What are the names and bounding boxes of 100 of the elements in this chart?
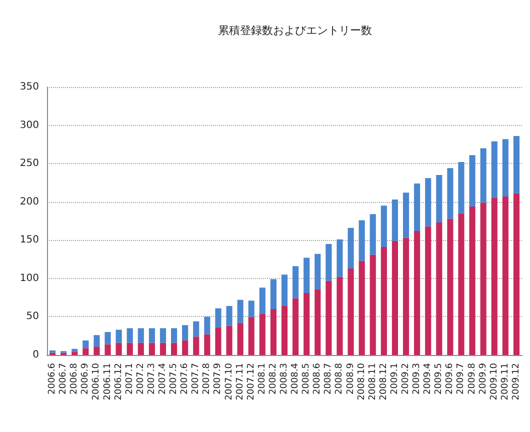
bar bbox=[502, 139, 508, 196]
bar bbox=[182, 325, 188, 340]
chart-title: 累積登録数およびエントリー数 bbox=[218, 24, 372, 37]
x-tick-label: 2009.3 bbox=[412, 363, 422, 394]
bar bbox=[204, 316, 210, 334]
x-tick-label: 2008.7 bbox=[324, 363, 334, 394]
bar bbox=[326, 280, 332, 355]
bar bbox=[226, 326, 232, 355]
bar bbox=[502, 196, 508, 355]
x-tick-label: 2009.5 bbox=[434, 363, 444, 394]
bar bbox=[314, 289, 321, 355]
y-tick-label: 300 bbox=[20, 120, 39, 131]
bar bbox=[491, 141, 498, 198]
bar bbox=[215, 308, 222, 328]
bar bbox=[436, 175, 442, 223]
x-tick-label: 2008.9 bbox=[346, 362, 356, 394]
x-tick-label: 2006.7 bbox=[58, 363, 69, 394]
y-tick-label: 0 bbox=[32, 350, 39, 360]
x-tick-label: 2009.12 bbox=[511, 363, 522, 400]
bar bbox=[116, 342, 122, 355]
bar bbox=[292, 266, 299, 298]
x-tick-label: 2008.10 bbox=[356, 362, 367, 400]
x-tick-label: 2008.3 bbox=[280, 363, 290, 394]
x-tick-label: 2006.10 bbox=[92, 362, 102, 400]
bar bbox=[425, 226, 432, 355]
x-tick-label: 2006.8 bbox=[70, 362, 80, 394]
bar bbox=[148, 328, 155, 343]
bar bbox=[170, 342, 178, 355]
x-tick-label: 2009.4 bbox=[423, 362, 434, 394]
bar bbox=[414, 230, 420, 355]
x-tick-label: 2008.5 bbox=[302, 363, 312, 394]
bar bbox=[370, 214, 376, 255]
x-tick-label: 2007.9 bbox=[213, 362, 224, 394]
x-tick-label: 2008.4 bbox=[290, 362, 301, 394]
x-tick-label: 2006.9 bbox=[80, 362, 91, 394]
x-tick-label: 2008.2 bbox=[268, 363, 278, 394]
bar bbox=[392, 240, 398, 355]
x-tick-label: 2007.10 bbox=[224, 362, 234, 400]
x-tick-label: 2006.11 bbox=[102, 363, 113, 400]
bar bbox=[193, 336, 200, 355]
bar bbox=[458, 213, 464, 355]
bar bbox=[380, 206, 387, 248]
x-tick-label: 2007.7 bbox=[191, 363, 202, 394]
bar bbox=[491, 198, 498, 355]
x-tick-label: 2007.2 bbox=[136, 363, 146, 394]
bar bbox=[336, 239, 343, 277]
bar bbox=[480, 148, 486, 203]
bar bbox=[336, 276, 343, 355]
bar bbox=[259, 288, 266, 314]
bar bbox=[248, 300, 254, 317]
bar bbox=[215, 327, 222, 355]
bar bbox=[281, 274, 288, 306]
bar bbox=[358, 220, 365, 261]
bar bbox=[304, 258, 310, 293]
bar bbox=[358, 260, 365, 355]
x-tick-label: 2007.5 bbox=[169, 363, 180, 394]
bar bbox=[469, 206, 476, 355]
x-tick-label: 2006.12 bbox=[114, 363, 124, 400]
bar bbox=[326, 244, 332, 281]
bar bbox=[370, 254, 376, 355]
bar bbox=[270, 279, 276, 310]
x-tick-label: 2006.6 bbox=[48, 362, 58, 394]
bar bbox=[170, 328, 178, 343]
bar bbox=[104, 344, 111, 355]
bar bbox=[281, 306, 288, 355]
bar bbox=[94, 335, 100, 347]
bar bbox=[513, 136, 520, 194]
bar bbox=[380, 247, 387, 355]
bar bbox=[414, 183, 420, 231]
y-tick-label: 100 bbox=[20, 272, 39, 284]
bar bbox=[447, 218, 454, 355]
bar bbox=[116, 330, 122, 343]
bar bbox=[314, 254, 321, 290]
bar bbox=[160, 342, 166, 355]
y-tick-label: 50 bbox=[26, 311, 39, 322]
x-tick-label: 2009.7 bbox=[456, 363, 466, 394]
bar bbox=[160, 328, 166, 343]
x-tick-label: 2007.3 bbox=[146, 363, 157, 394]
bar bbox=[72, 348, 78, 352]
x-tick-label: 2007.6 bbox=[180, 362, 190, 394]
bar bbox=[304, 292, 310, 355]
bar bbox=[513, 193, 520, 355]
y-tick-label: 200 bbox=[20, 196, 39, 208]
bar bbox=[469, 155, 476, 206]
bar bbox=[425, 178, 432, 226]
bar bbox=[82, 340, 89, 348]
x-tick-label: 2008.6 bbox=[312, 362, 323, 394]
x-tick-label: 2007.8 bbox=[202, 362, 212, 394]
x-tick-label: 2009.10 bbox=[489, 362, 500, 400]
bar bbox=[402, 192, 410, 238]
bar bbox=[436, 222, 442, 355]
bar bbox=[270, 309, 276, 355]
bar bbox=[182, 340, 188, 355]
bar bbox=[480, 202, 486, 355]
bar bbox=[126, 328, 133, 343]
x-tick-label: 2009.2 bbox=[401, 363, 412, 394]
bar bbox=[259, 314, 266, 355]
bar bbox=[226, 306, 232, 326]
bar bbox=[126, 342, 133, 355]
bar bbox=[138, 328, 144, 343]
